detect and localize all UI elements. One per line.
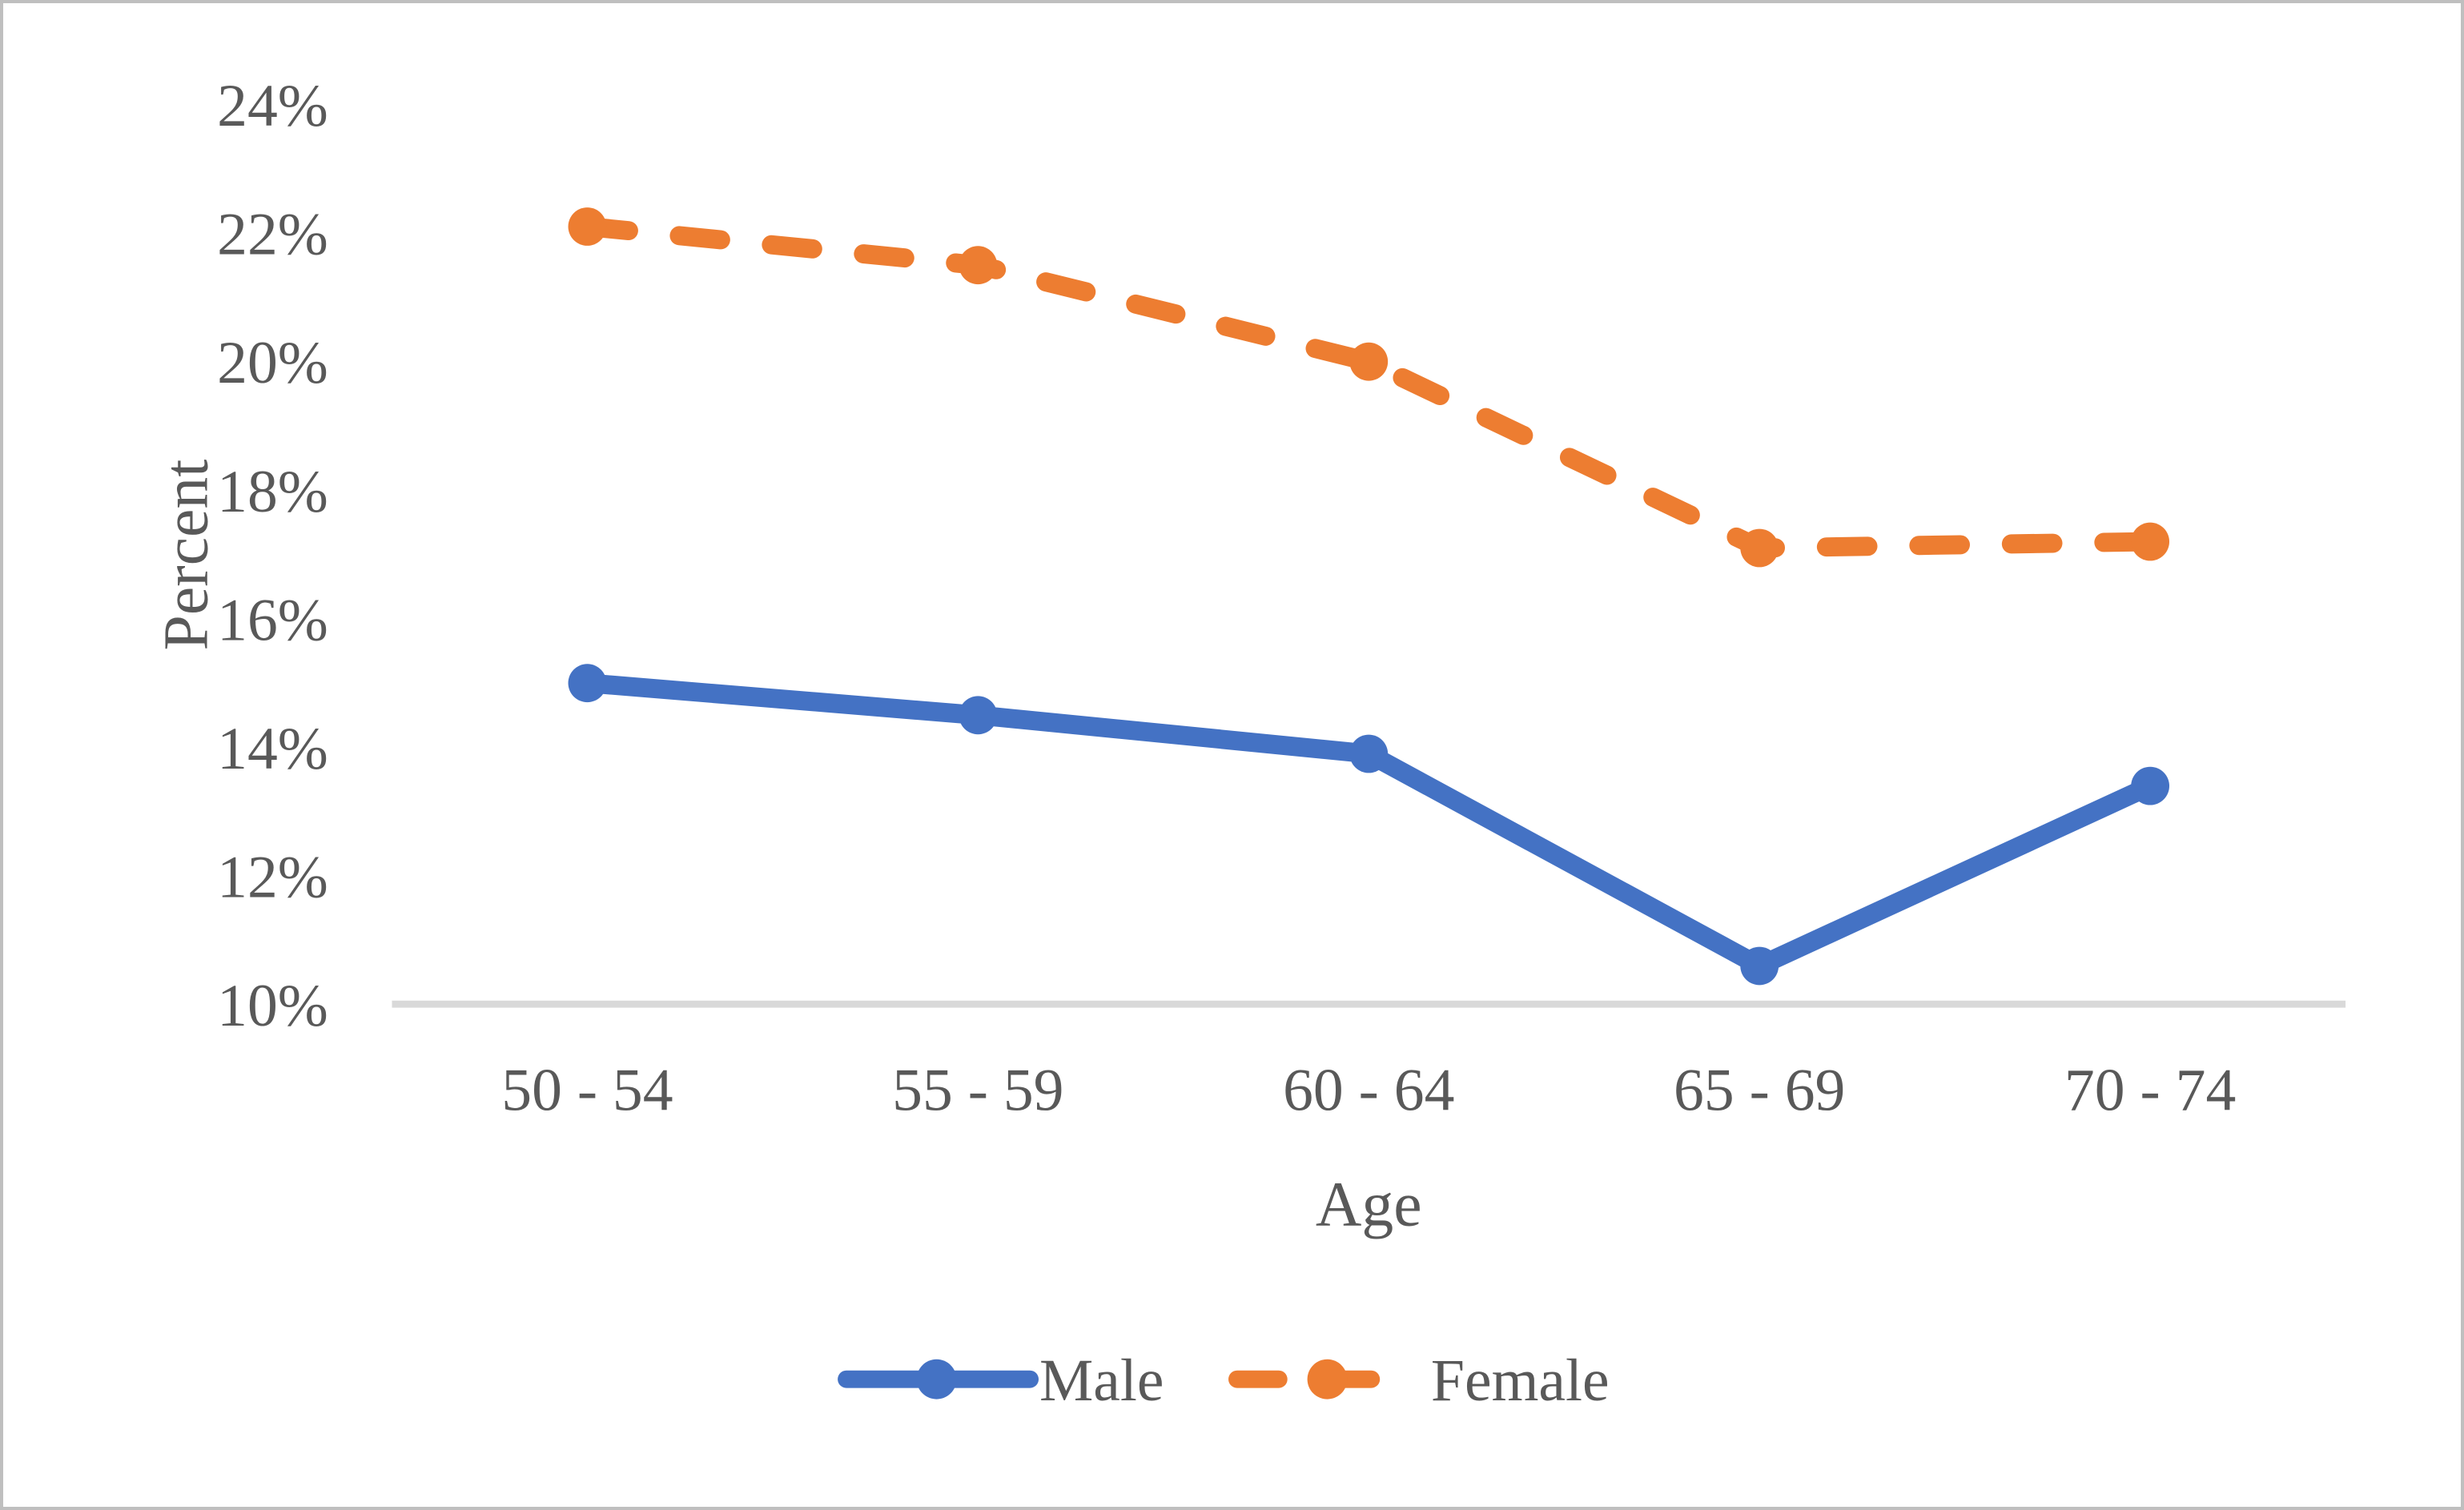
male-data-point-marker: [1740, 946, 1779, 986]
legend-male-marker: [916, 1359, 957, 1400]
male-series-line: [577, 673, 2161, 976]
male-data-point-marker: [2131, 766, 2170, 805]
female-data-point-marker: [959, 246, 998, 285]
x-tick-label: 70 - 74: [2064, 1058, 2236, 1124]
male-data-point-marker: [959, 696, 998, 735]
y-axis-tick-labels: 24% 22% 20% 18% 16% 14% 12% 10%: [217, 73, 328, 1039]
legend: Male Female: [838, 1347, 1610, 1414]
y-tick-label: 12%: [217, 845, 328, 911]
legend-male-label: Male: [1039, 1347, 1164, 1414]
line-chart: 24% 22% 20% 18% 16% 14% 12% 10% Percent …: [151, 73, 2346, 1414]
legend-female-marker: [1307, 1359, 1348, 1400]
female-series-line: [577, 217, 2161, 558]
female-data-point-marker: [568, 207, 607, 246]
y-tick-label: 24%: [217, 73, 328, 139]
legend-item-male: Male: [838, 1347, 1164, 1414]
y-tick-label: 18%: [217, 459, 328, 525]
x-tick-label: 50 - 54: [501, 1058, 673, 1124]
x-axis-tick-labels: 50 - 54 55 - 59 60 - 64 65 - 69 70 - 74: [501, 1058, 2236, 1124]
series-layer: [568, 207, 2170, 986]
x-tick-label: 60 - 64: [1283, 1058, 1454, 1124]
x-tick-label: 55 - 59: [892, 1058, 1063, 1124]
male-data-point-marker: [568, 664, 607, 703]
x-tick-label: 65 - 69: [1674, 1058, 1845, 1124]
legend-female-label: Female: [1431, 1347, 1610, 1414]
y-tick-label: 22%: [217, 202, 328, 268]
x-axis-title: Age: [1316, 1169, 1422, 1239]
y-tick-label: 20%: [217, 330, 328, 396]
y-tick-label: 10%: [217, 973, 328, 1039]
male-data-point-marker: [1349, 734, 1389, 773]
female-data-point-marker: [1349, 342, 1389, 381]
female-data-point-marker: [1740, 528, 1779, 568]
legend-item-female: Female: [1228, 1347, 1610, 1414]
y-axis-title: Percent: [151, 460, 221, 651]
female-data-point-marker: [2131, 522, 2170, 561]
y-tick-label: 16%: [217, 587, 328, 653]
y-tick-label: 14%: [217, 716, 328, 782]
